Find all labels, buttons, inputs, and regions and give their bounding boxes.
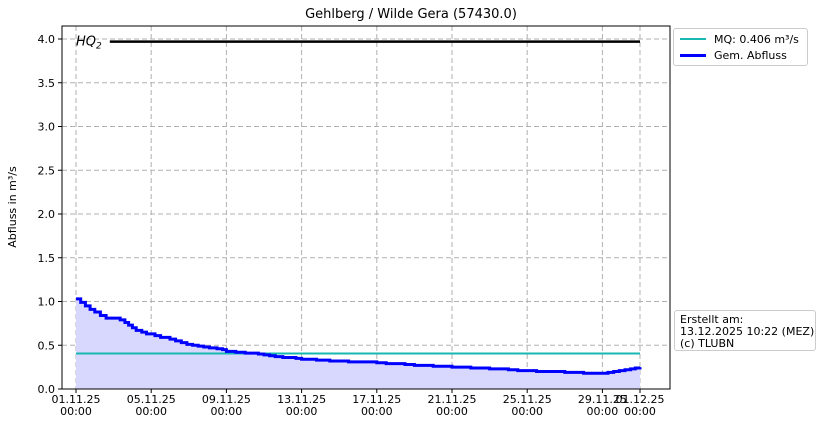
x-tick-label-date: 09.11.25: [202, 393, 251, 406]
x-tick-label-date: 29.11.25: [578, 393, 627, 406]
legend-label-mq: MQ: 0.406 m³/s: [714, 32, 799, 46]
copyright-label: (c) TLUBN: [680, 337, 735, 350]
y-tick-label: 0.0: [38, 383, 56, 396]
y-tick-label: 1.5: [38, 252, 56, 265]
x-tick-label-date: 25.11.25: [503, 393, 552, 406]
x-tick-label-time: 00:00: [286, 405, 318, 418]
x-tick-label-date: 21.11.25: [428, 393, 477, 406]
legend-swatch-mq: [680, 38, 706, 40]
x-tick-label-date: 05.11.25: [127, 393, 176, 406]
plot-frame: [61, 25, 671, 390]
y-axis: 0.0 0.5 1.0 1.5 2.0 2.5 3.0 3.5 4.0: [38, 33, 62, 396]
x-tick-label-time: 00:00: [211, 405, 243, 418]
x-tick-label-time: 00:00: [511, 405, 543, 418]
flow-line: [76, 297, 642, 375]
created-value: 13.12.2025 10:22 (MEZ): [680, 325, 815, 338]
x-tick-label-date: 01.12.25: [616, 393, 665, 406]
y-tick-label: 4.0: [38, 33, 56, 46]
legend-item-flow: Gem. Abfluss: [680, 47, 787, 63]
y-tick-label: 1.0: [38, 296, 56, 309]
y-tick-label: 2.0: [38, 208, 56, 221]
legend: MQ: 0.406 m³/s Gem. Abfluss: [673, 28, 808, 66]
legend-label-flow: Gem. Abfluss: [714, 48, 787, 62]
y-tick-label: 3.5: [38, 77, 56, 90]
legend-swatch-flow: [680, 53, 706, 57]
legend-item-mq: MQ: 0.406 m³/s: [680, 31, 799, 47]
x-axis: 01.11.2500:0005.11.2500:0009.11.2500:001…: [52, 389, 665, 418]
grid: [62, 26, 670, 389]
plot-background: [62, 26, 670, 389]
y-tick-label: 0.5: [38, 339, 56, 352]
x-tick-label-time: 00:00: [624, 405, 656, 418]
x-tick-label-time: 00:00: [135, 405, 167, 418]
y-tick-label: 3.0: [38, 121, 56, 134]
hq2-label: HQ2: [76, 35, 102, 52]
flow-area-fill: [76, 298, 640, 389]
x-tick-label-time: 00:00: [60, 405, 92, 418]
x-tick-label-time: 00:00: [587, 405, 619, 418]
x-tick-label-date: 01.11.25: [52, 393, 101, 406]
y-tick-label: 2.5: [38, 164, 56, 177]
y-axis-label: Abfluss in m³/s: [6, 166, 19, 248]
x-tick-label-date: 13.11.25: [277, 393, 326, 406]
creation-info-box: Erstellt am: 13.12.2025 10:22 (MEZ) (c) …: [674, 310, 816, 351]
x-tick-label-date: 17.11.25: [352, 393, 401, 406]
x-tick-label-time: 00:00: [361, 405, 393, 418]
x-tick-label-time: 00:00: [436, 405, 468, 418]
chart-title: Gehlberg / Wilde Gera (57430.0): [305, 7, 517, 22]
created-label: Erstellt am:: [680, 313, 744, 326]
